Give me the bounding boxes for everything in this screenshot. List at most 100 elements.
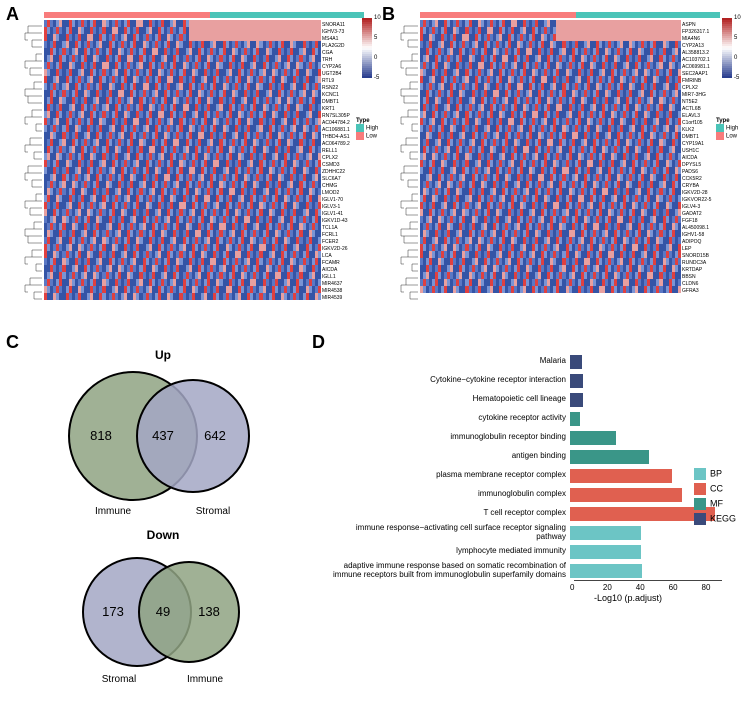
gene-label: PLA2G2D <box>322 43 350 50</box>
heatmap-cell <box>318 209 321 216</box>
heatmap-cell <box>318 216 321 223</box>
heatmap-row <box>420 111 720 118</box>
heatmap-cell <box>318 41 321 48</box>
heatmap-cell <box>318 188 321 195</box>
heatmap-row <box>420 55 720 62</box>
heatmap-row <box>44 223 364 230</box>
gene-label: FCRL1 <box>322 232 350 239</box>
heatmap-cell <box>318 258 321 265</box>
heatmap-cell <box>678 69 681 76</box>
heatmap-cell <box>318 279 321 286</box>
panel-label-c: C <box>6 332 19 353</box>
heatmap-row <box>420 27 720 34</box>
gene-label: KCNC1 <box>322 92 350 99</box>
heatmap-cell <box>318 272 321 279</box>
heatmap-cell <box>318 223 321 230</box>
gene-label: LCA <box>322 253 350 260</box>
heatmap-cell <box>678 55 681 62</box>
heatmap-cell <box>318 174 321 181</box>
legend-high-label: High <box>366 126 378 132</box>
heatmap-row <box>420 104 720 111</box>
gene-label: DMBT1 <box>322 99 350 106</box>
gene-label: CSMD3 <box>322 162 350 169</box>
heatmap-row <box>420 20 720 27</box>
heatmap-row <box>44 174 364 181</box>
gene-label: THBD4-AS1 <box>322 134 350 141</box>
heatmap-row <box>44 209 364 216</box>
heatmap-row <box>420 118 720 125</box>
heatmap-cell <box>318 237 321 244</box>
heatmap-cell <box>318 202 321 209</box>
heatmap-row <box>420 76 720 83</box>
legend-low-swatch <box>356 132 364 140</box>
heatmap-row <box>44 272 364 279</box>
heatmap-row <box>44 251 364 258</box>
heatmap-b: ASPNFP326317.1MIA4N6CYP2A13AL358813.2AC1… <box>400 12 720 293</box>
legend-high-swatch <box>356 124 364 132</box>
scale-tick: 10 <box>374 15 381 21</box>
heatmap-cell <box>318 146 321 153</box>
gene-label: AC044784.2 <box>322 120 350 127</box>
heatmap-cell <box>678 83 681 90</box>
heatmap-row <box>44 132 364 139</box>
heatmap-row <box>44 279 364 286</box>
heatmap-row <box>44 293 364 300</box>
heatmap-cell <box>678 111 681 118</box>
heatmap-row <box>420 41 720 48</box>
gene-label: SNORA11 <box>322 22 350 29</box>
heatmap-cell <box>678 104 681 111</box>
scale-tick: 5 <box>374 35 377 41</box>
heatmap-cell <box>318 62 321 69</box>
heatmap-row <box>44 118 364 125</box>
heatmap-cell <box>678 20 681 27</box>
heatmap-row <box>44 90 364 97</box>
heatmap-cell <box>678 62 681 69</box>
gene-label: IGLL1 <box>322 274 350 281</box>
heatmap-a: SNORA11IGHV3-73MS4A1PLA2G2DCGATRHCYP2A6U… <box>24 12 364 300</box>
heatmap-cell <box>318 55 321 62</box>
heatmap-b-cells <box>420 20 720 293</box>
heatmap-cell <box>678 90 681 97</box>
heatmap-cell <box>318 139 321 146</box>
gene-label: IGKV1D-43 <box>322 218 350 225</box>
heatmap-row <box>44 139 364 146</box>
heatmap-row <box>44 216 364 223</box>
heatmap-cell <box>678 41 681 48</box>
heatmap-row <box>420 48 720 55</box>
gene-label: CPLX2 <box>322 155 350 162</box>
heatmap-cell <box>318 104 321 111</box>
heatmap-row <box>44 41 364 48</box>
heatmap-row <box>44 83 364 90</box>
heatmap-row <box>44 55 364 62</box>
heatmap-row <box>44 244 364 251</box>
heatmap-cell <box>318 90 321 97</box>
gene-label: IGHV3-73 <box>322 29 350 36</box>
gene-label: AICDA <box>322 267 350 274</box>
heatmap-row <box>44 167 364 174</box>
gene-label: IGLV3-1 <box>322 204 350 211</box>
panel-label-a: A <box>6 4 19 25</box>
heatmap-row <box>44 76 364 83</box>
heatmap-cell <box>318 244 321 251</box>
gene-label: KRT1 <box>322 106 350 113</box>
heatmap-row <box>44 153 364 160</box>
heatmap-cell <box>318 230 321 237</box>
heatmap-cell <box>318 34 321 41</box>
heatmap-cell <box>318 181 321 188</box>
heatmap-cell <box>318 76 321 83</box>
heatmap-cell <box>318 160 321 167</box>
heatmap-row <box>44 125 364 132</box>
gene-label: CGA <box>322 50 350 57</box>
gene-label: RELL1 <box>322 148 350 155</box>
heatmap-cell <box>318 97 321 104</box>
gene-label: TCL1A <box>322 225 350 232</box>
heatmap-cell <box>318 265 321 272</box>
gene-label: CYP2A6 <box>322 64 350 71</box>
heatmap-row <box>44 62 364 69</box>
type-legend-a: Type High Low <box>356 118 378 140</box>
legend-low-label: Low <box>366 134 377 140</box>
heatmap-row <box>44 69 364 76</box>
gene-label: IGLV1-70 <box>322 197 350 204</box>
heatmap-row <box>44 20 364 27</box>
gene-label: MIR4539 <box>322 295 350 302</box>
